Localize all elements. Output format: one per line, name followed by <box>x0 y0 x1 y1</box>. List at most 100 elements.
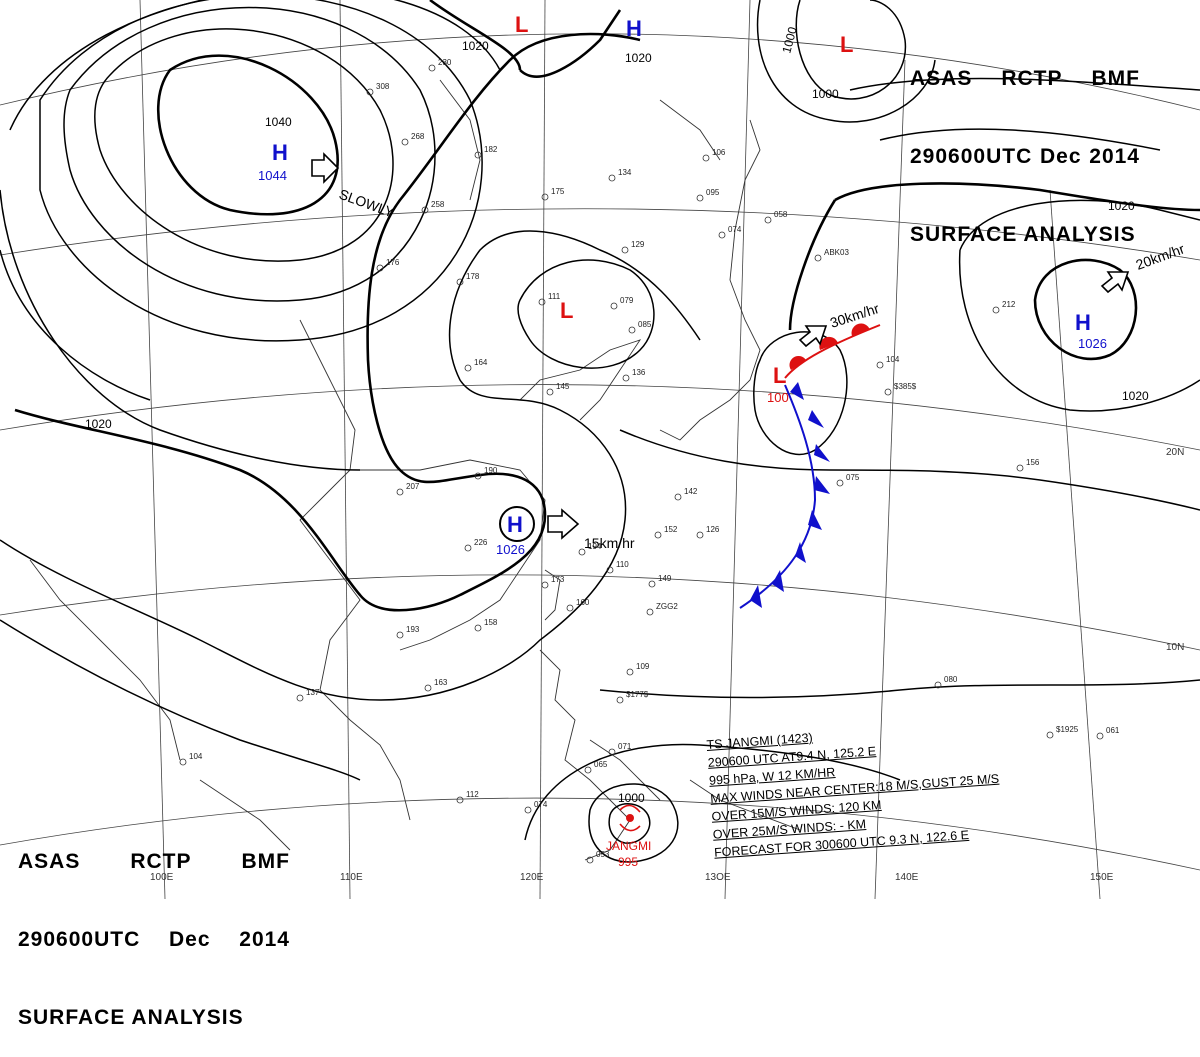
station-value: 058 <box>774 210 788 219</box>
title-bottom-left: ASAS RCTP BMF 290600UTC Dec 2014 SURFACE ANA… <box>18 797 290 1057</box>
title-line2-b: Dec <box>1039 145 1082 168</box>
high-center-3: H <box>1075 310 1091 335</box>
title-line1-a: ASAS <box>18 850 81 873</box>
typhoon-symbol: JANGMI 995 <box>606 804 651 869</box>
graticule <box>0 0 1200 899</box>
station-value: 164 <box>474 358 488 367</box>
station-marker <box>616 696 624 704</box>
station-marker <box>546 388 554 396</box>
station-marker <box>876 361 884 369</box>
station-value: 111 <box>548 292 561 301</box>
station-marker <box>474 151 482 159</box>
station-value: 173 <box>551 575 565 584</box>
station-value: 160 <box>576 598 590 607</box>
station-value: 158 <box>484 618 498 627</box>
latitude-label: 10N <box>1166 642 1184 653</box>
station-value: 193 <box>406 625 420 634</box>
station-value: 163 <box>434 678 448 687</box>
station-marker <box>464 544 472 552</box>
longitude-label: 100E <box>150 872 174 883</box>
station-marker <box>836 479 844 487</box>
station-value: 268 <box>411 132 425 141</box>
station-marker <box>622 374 630 382</box>
station-marker <box>474 624 482 632</box>
title-line1-b: RCTP <box>130 850 192 873</box>
longitude-label: 150E <box>1090 872 1114 883</box>
station-marker <box>1016 464 1024 472</box>
station-value: 134 <box>618 168 632 177</box>
station-marker <box>628 326 636 334</box>
station-marker <box>646 608 654 616</box>
title-line2-c: 2014 <box>239 928 290 951</box>
grid-labels: 20N 10N 100E 110E 120E 13OE 140E 150E <box>150 447 1184 883</box>
station-value: 079 <box>620 296 634 305</box>
isobar-label: 1020 <box>1122 389 1149 403</box>
station-value: 104 <box>189 752 203 761</box>
high-center-1: H <box>272 140 288 165</box>
title-line1-c: BMF <box>241 850 290 873</box>
station-value: 075 <box>846 473 860 482</box>
station-value: 149 <box>658 574 672 583</box>
station-value: 212 <box>1002 300 1016 309</box>
station-value: 145 <box>556 382 570 391</box>
station-marker <box>474 472 482 480</box>
high-center-3-value: 1026 <box>1078 336 1107 351</box>
isobar-label: 1020 <box>462 39 489 53</box>
isobar-label: 1020 <box>85 417 112 431</box>
station-value: 136 <box>632 368 646 377</box>
station-value: 112 <box>466 790 479 799</box>
isobar-label: 1000 <box>779 25 800 55</box>
station-marker <box>696 531 704 539</box>
station-marker <box>464 364 472 372</box>
station-marker <box>1046 731 1054 739</box>
title-top-right: ASAS RCTP BMF 290600UTC Dec 2014 SURFACE ANA… <box>910 14 1140 274</box>
station-value: 308 <box>376 82 390 91</box>
station-marker <box>606 566 614 574</box>
station-marker <box>424 684 432 692</box>
station-value: 182 <box>484 145 498 154</box>
high-center-2-value: 1026 <box>496 542 525 557</box>
title-line1-b: RCTP <box>1001 67 1063 90</box>
station-marker <box>566 604 574 612</box>
isobar-label: 1000 <box>618 791 645 805</box>
station-marker <box>456 796 464 804</box>
station-value: 226 <box>474 538 488 547</box>
station-marker <box>621 246 629 254</box>
station-marker <box>626 668 634 676</box>
station-marker <box>586 856 594 864</box>
station-marker <box>578 548 586 556</box>
warm-front <box>784 323 881 379</box>
station-value: ZGG2 <box>656 602 678 611</box>
station-value: 142 <box>684 487 698 496</box>
longitude-label: 13OE <box>705 872 731 883</box>
station-marker <box>396 488 404 496</box>
typhoon-bulletin: TS JANGMI (1423) 290600 UTC AT9.4 N, 125… <box>706 716 1003 862</box>
high-center-4: H <box>626 16 642 41</box>
station-value: 129 <box>631 240 645 249</box>
title-line2-b: Dec <box>168 928 211 951</box>
station-marker <box>1096 732 1104 740</box>
station-marker <box>296 694 304 702</box>
station-value: $1925 <box>1056 725 1079 734</box>
station-value: 152 <box>664 525 678 534</box>
station-marker <box>541 193 549 201</box>
isobars <box>0 0 1200 863</box>
station-marker <box>702 154 710 162</box>
station-marker <box>541 581 549 589</box>
station-value: 175 <box>551 187 565 196</box>
station-value: 053 <box>596 850 610 859</box>
station-marker <box>718 231 726 239</box>
weather-map: 1040 1020 1020 1020 1000 1000 1020 1020 … <box>0 0 1200 899</box>
station-value: 074 <box>534 800 548 809</box>
station-marker <box>764 216 772 224</box>
station-marker <box>401 138 409 146</box>
motion-arrow-4 <box>1100 271 1130 294</box>
pressure-centers: H 1044 H 1026 H 1026 H L L L L 100 <box>258 12 1107 557</box>
motion-arrows <box>311 152 1130 540</box>
station-marker <box>610 302 618 310</box>
latitude-label: 20N <box>1166 447 1184 458</box>
isobar-label: 1020 <box>625 51 652 65</box>
low-center-3: L <box>560 298 573 323</box>
low-center-1: L <box>515 12 528 37</box>
station-marker <box>396 631 404 639</box>
